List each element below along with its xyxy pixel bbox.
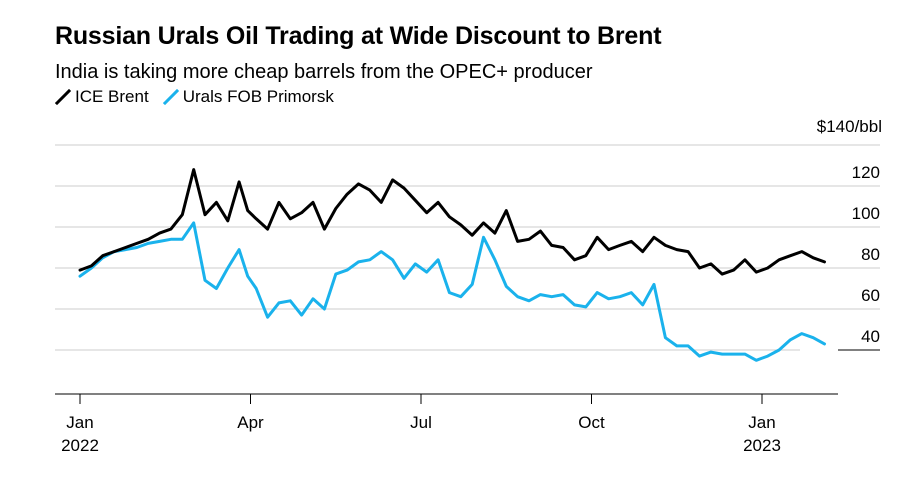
series-line-urals-fob-primorsk <box>78 221 826 362</box>
x-tick-year-label-0: 2022 <box>61 436 99 455</box>
y-tick-label-80: 80 <box>861 245 880 264</box>
y-axis-unit-label: $140/bbl <box>816 117 882 136</box>
y-tick-label-40: 40 <box>861 327 880 346</box>
chart-subtitle: India is taking more cheap barrels from … <box>55 61 593 83</box>
legend-line-brent-icon <box>55 89 71 105</box>
chart-legend: ICE Brent Urals FOB Primorsk <box>55 87 348 107</box>
y-tick-label-120: 120 <box>852 163 880 182</box>
legend-line-urals-icon <box>162 89 179 105</box>
legend-label-brent: ICE Brent <box>75 87 149 106</box>
x-tick-label-3: Oct <box>578 413 605 432</box>
legend-item-brent: ICE Brent <box>55 87 149 107</box>
series-line-ice-brent <box>78 168 826 276</box>
y-tick-label-100: 100 <box>852 204 880 223</box>
x-tick-label-1: Apr <box>237 413 264 432</box>
x-tick-year-label-4: 2023 <box>743 436 781 455</box>
legend-label-urals: Urals FOB Primorsk <box>182 87 334 106</box>
chart-title: Russian Urals Oil Trading at Wide Discou… <box>55 22 662 50</box>
x-tick-label-2: Jul <box>410 413 432 432</box>
x-tick-label-0: Jan <box>66 413 93 432</box>
legend-item-urals: Urals FOB Primorsk <box>162 87 334 107</box>
x-tick-label-4: Jan <box>748 413 775 432</box>
y-tick-label-60: 60 <box>861 286 880 305</box>
